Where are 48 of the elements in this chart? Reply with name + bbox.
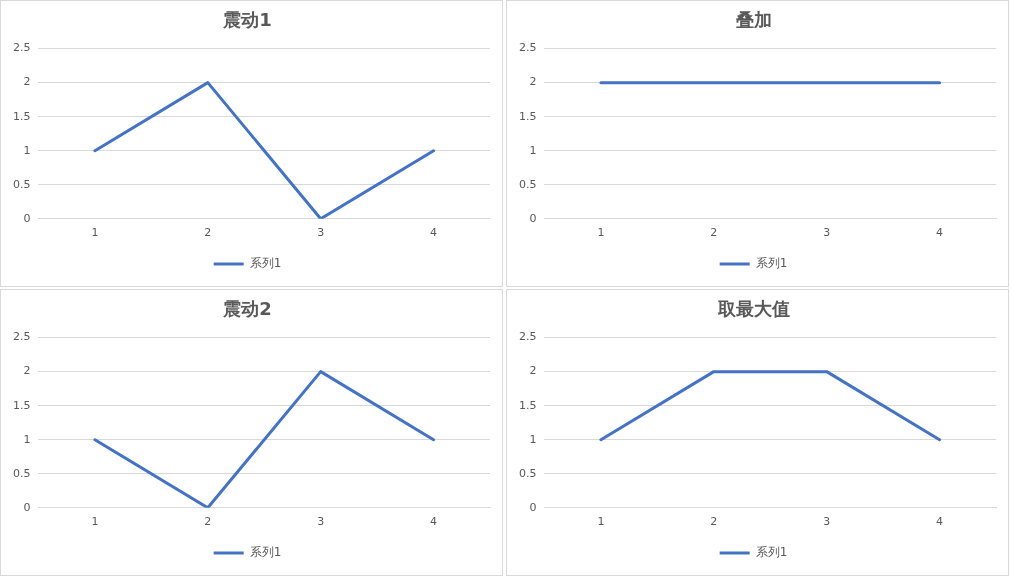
y-tick-label: 1.5 — [518, 109, 537, 123]
x-tick-label: 3 — [317, 226, 325, 240]
x-tick-label: 4 — [936, 226, 944, 240]
legend-label: 系列1 — [249, 256, 282, 271]
y-tick-label: 0 — [23, 500, 31, 514]
x-tick-label: 1 — [597, 515, 605, 529]
y-tick-label: 1 — [529, 143, 537, 157]
chart-title: 震动1 — [222, 9, 272, 31]
x-tick-label: 2 — [204, 515, 212, 529]
y-tick-label: 1 — [529, 432, 537, 446]
y-tick-label: 1.5 — [518, 398, 537, 412]
legend-label: 系列1 — [755, 545, 788, 560]
y-tick-label: 0 — [23, 211, 31, 225]
y-tick-label: 2.5 — [12, 330, 31, 344]
y-tick-label: 2 — [23, 75, 31, 89]
y-tick-label: 0 — [529, 500, 537, 514]
y-tick-label: 1.5 — [12, 398, 31, 412]
x-tick-label: 1 — [91, 226, 99, 240]
y-tick-label: 0 — [529, 211, 537, 225]
x-tick-label: 1 — [91, 515, 99, 529]
y-tick-label: 0.5 — [12, 466, 31, 480]
y-tick-label: 0.5 — [518, 177, 537, 191]
y-tick-label: 1 — [23, 143, 31, 157]
x-tick-label: 4 — [430, 226, 438, 240]
y-tick-label: 0.5 — [518, 466, 537, 480]
legend-label: 系列1 — [755, 256, 788, 271]
y-tick-label: 2.5 — [518, 41, 537, 55]
legend-label: 系列1 — [249, 545, 282, 560]
x-tick-label: 3 — [317, 515, 325, 529]
chart-title: 取最大值 — [716, 298, 790, 320]
y-tick-label: 2 — [23, 364, 31, 378]
x-tick-label: 4 — [430, 515, 438, 529]
y-tick-label: 2.5 — [12, 41, 31, 55]
x-tick-label: 4 — [936, 515, 944, 529]
chart-title: 叠加 — [734, 9, 772, 31]
x-tick-label: 2 — [204, 226, 212, 240]
x-tick-label: 3 — [823, 515, 831, 529]
chart-title: 震动2 — [222, 298, 272, 320]
x-tick-label: 3 — [823, 226, 831, 240]
y-tick-label: 2 — [529, 364, 537, 378]
x-tick-label: 1 — [597, 226, 605, 240]
y-tick-label: 2.5 — [518, 330, 537, 344]
y-tick-label: 1 — [23, 432, 31, 446]
x-tick-label: 2 — [710, 226, 718, 240]
y-tick-label: 0.5 — [12, 177, 31, 191]
y-tick-label: 2 — [529, 75, 537, 89]
x-tick-label: 2 — [710, 515, 718, 529]
y-tick-label: 1.5 — [12, 109, 31, 123]
